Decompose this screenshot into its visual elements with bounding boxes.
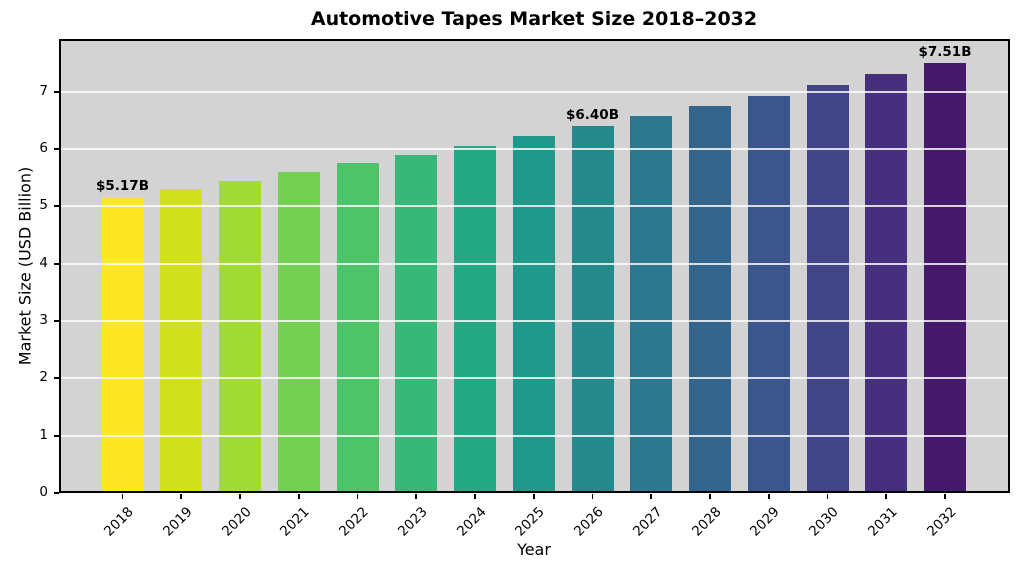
gridline-y6 (58, 148, 1010, 151)
x-tick-label-text: 2022 (336, 504, 372, 540)
y-tick-2 (53, 377, 59, 380)
y-tick-7 (53, 90, 59, 93)
x-tick-2024 (474, 494, 476, 499)
bar-2020 (219, 180, 261, 493)
gridline-y3 (58, 320, 1010, 323)
y-tick-0 (53, 492, 59, 494)
chart-title: Automotive Tapes Market Size 2018–2032 (310, 8, 758, 30)
x-tick-2020 (239, 494, 241, 499)
bar-2027 (630, 116, 673, 493)
x-tick-label-text: 2023 (394, 504, 431, 540)
bar-2029 (747, 95, 790, 493)
plot-area: $5.17B $6.40B $7.51B (58, 39, 1010, 493)
x-tick-label-text: 2027 (629, 504, 666, 540)
annotation-2018: $5.17B (96, 177, 149, 194)
x-tick-2032 (944, 494, 946, 499)
x-tick-2019 (180, 494, 183, 499)
x-tick-2022 (356, 494, 359, 499)
gridline-y1 (58, 434, 1010, 437)
x-tick-label-text: 2032 (923, 504, 960, 540)
bar-2032 (924, 62, 966, 493)
y-tick-3 (53, 320, 59, 322)
annotation-2032: $7.51B (918, 43, 972, 60)
x-tick-label-text: 2021 (277, 504, 314, 540)
y-tick-label-3: 3 (39, 312, 48, 329)
x-tick-2028 (709, 494, 711, 499)
bar-2030 (806, 84, 849, 493)
annotation-2026: $6.40B (566, 107, 619, 124)
gridline-y4 (58, 262, 1010, 265)
x-tick-label-text: 2018 (101, 504, 137, 540)
y-tick-1 (53, 434, 59, 437)
gridline-y7 (58, 90, 1010, 93)
x-tick-2030 (826, 494, 829, 499)
y-tick-label-0: 0 (39, 484, 48, 500)
x-tick-label-text: 2020 (218, 504, 255, 540)
y-tick-label-2: 2 (39, 369, 48, 386)
x-tick-2026 (591, 494, 594, 499)
x-tick-2025 (532, 494, 535, 499)
x-tick-label-text: 2025 (512, 504, 549, 540)
bar-2019 (160, 188, 203, 493)
bar-2022 (336, 163, 379, 493)
y-tick-4 (53, 262, 59, 265)
bar-2018 (101, 196, 144, 493)
x-tick-label-text: 2026 (571, 504, 607, 540)
y-tick-6 (53, 148, 59, 150)
x-axis-label: Year (517, 540, 551, 559)
x-tick-2021 (297, 494, 300, 499)
bar-2031 (865, 73, 908, 493)
gridline-y2 (58, 377, 1010, 380)
bar-2025 (512, 136, 555, 493)
y-tick-5 (53, 205, 59, 208)
x-tick-label-text: 2024 (453, 504, 490, 540)
x-tick-2027 (650, 494, 653, 499)
x-tick-2023 (415, 494, 418, 499)
bar-2028 (689, 106, 731, 493)
y-tick-label-7: 7 (39, 82, 48, 99)
x-tick-label-text: 2028 (688, 504, 725, 540)
y-tick-label-1: 1 (39, 426, 48, 443)
y-tick-label-4: 4 (39, 254, 48, 271)
bar-2021 (277, 171, 320, 493)
y-tick-label-5: 5 (39, 197, 48, 214)
bar-2026 (571, 126, 614, 493)
gridline-y5 (58, 205, 1010, 208)
x-tick-2018 (121, 494, 124, 499)
x-tick-label-text: 2019 (159, 504, 196, 540)
y-tick-label-6: 6 (39, 140, 48, 157)
x-tick-2031 (885, 494, 888, 499)
x-tick-label-text: 2031 (864, 504, 901, 540)
x-tick-label-text: 2030 (806, 504, 842, 540)
x-tick-2029 (767, 494, 770, 499)
x-tick-label-text: 2029 (747, 504, 784, 540)
